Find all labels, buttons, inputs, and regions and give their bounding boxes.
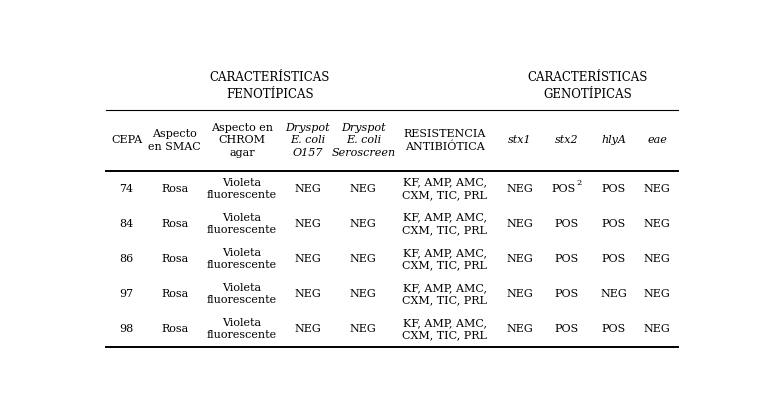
Text: NEG: NEG bbox=[295, 254, 321, 264]
Text: CARACTERÍSTICAS
FENOTÍPICAS: CARACTERÍSTICAS FENOTÍPICAS bbox=[210, 71, 330, 101]
Text: stx2: stx2 bbox=[555, 135, 578, 146]
Text: POS: POS bbox=[552, 184, 575, 194]
Text: POS: POS bbox=[601, 219, 626, 229]
Text: Violeta
fluorescente: Violeta fluorescente bbox=[207, 318, 277, 340]
Text: NEG: NEG bbox=[350, 184, 377, 194]
Text: KF, AMP, AMC,
CXM, TIC, PRL: KF, AMP, AMC, CXM, TIC, PRL bbox=[403, 318, 487, 340]
Text: Aspecto en
CHROM
agar: Aspecto en CHROM agar bbox=[211, 123, 273, 158]
Text: 86: 86 bbox=[119, 254, 134, 264]
Text: Dryspot
E. coli
Seroscreen: Dryspot E. coli Seroscreen bbox=[331, 123, 396, 158]
Text: NEG: NEG bbox=[295, 219, 321, 229]
Text: POS: POS bbox=[601, 324, 626, 334]
Text: 98: 98 bbox=[119, 324, 134, 334]
Text: NEG: NEG bbox=[295, 184, 321, 194]
Text: Rosa: Rosa bbox=[161, 254, 189, 264]
Text: NEG: NEG bbox=[506, 219, 533, 229]
Text: 84: 84 bbox=[119, 219, 134, 229]
Text: hlyA: hlyA bbox=[601, 135, 626, 146]
Text: NEG: NEG bbox=[644, 289, 670, 299]
Text: Rosa: Rosa bbox=[161, 184, 189, 194]
Text: NEG: NEG bbox=[506, 324, 533, 334]
Text: Dryspot
E. coli
O157: Dryspot E. coli O157 bbox=[285, 123, 330, 158]
Text: KF, AMP, AMC,
CXM, TIC, PRL: KF, AMP, AMC, CXM, TIC, PRL bbox=[403, 178, 487, 200]
Text: KF, AMP, AMC,
CXM, TIC, PRL: KF, AMP, AMC, CXM, TIC, PRL bbox=[403, 283, 487, 305]
Text: Violeta
fluorescente: Violeta fluorescente bbox=[207, 178, 277, 200]
Text: NEG: NEG bbox=[350, 254, 377, 264]
Text: eae: eae bbox=[647, 135, 667, 146]
Text: NEG: NEG bbox=[644, 184, 670, 194]
Text: 74: 74 bbox=[119, 184, 134, 194]
Text: 2: 2 bbox=[576, 179, 581, 187]
Text: NEG: NEG bbox=[350, 289, 377, 299]
Text: Rosa: Rosa bbox=[161, 324, 189, 334]
Text: KF, AMP, AMC,
CXM, TIC, PRL: KF, AMP, AMC, CXM, TIC, PRL bbox=[403, 213, 487, 235]
Text: Aspecto
en SMAC: Aspecto en SMAC bbox=[148, 129, 201, 152]
Text: CARACTERÍSTICAS
GENOTÍPICAS: CARACTERÍSTICAS GENOTÍPICAS bbox=[527, 71, 648, 101]
Text: NEG: NEG bbox=[506, 184, 533, 194]
Text: POS: POS bbox=[601, 254, 626, 264]
Text: 97: 97 bbox=[119, 289, 134, 299]
Text: Rosa: Rosa bbox=[161, 289, 189, 299]
Text: NEG: NEG bbox=[295, 289, 321, 299]
Text: Violeta
fluorescente: Violeta fluorescente bbox=[207, 248, 277, 270]
Text: NEG: NEG bbox=[350, 324, 377, 334]
Text: POS: POS bbox=[554, 254, 578, 264]
Text: NEG: NEG bbox=[506, 254, 533, 264]
Text: POS: POS bbox=[554, 289, 578, 299]
Text: Violeta
fluorescente: Violeta fluorescente bbox=[207, 213, 277, 235]
Text: Rosa: Rosa bbox=[161, 219, 189, 229]
Text: RESISTENCIA
ANTIBIÓTICA: RESISTENCIA ANTIBIÓTICA bbox=[403, 129, 486, 152]
Text: NEG: NEG bbox=[506, 289, 533, 299]
Text: NEG: NEG bbox=[644, 324, 670, 334]
Text: POS: POS bbox=[554, 219, 578, 229]
Text: NEG: NEG bbox=[644, 219, 670, 229]
Text: Violeta
fluorescente: Violeta fluorescente bbox=[207, 283, 277, 305]
Text: NEG: NEG bbox=[644, 254, 670, 264]
Text: NEG: NEG bbox=[600, 289, 627, 299]
Text: POS: POS bbox=[554, 324, 578, 334]
Text: NEG: NEG bbox=[350, 219, 377, 229]
Text: CEPA: CEPA bbox=[111, 135, 142, 146]
Text: stx1: stx1 bbox=[508, 135, 531, 146]
Text: POS: POS bbox=[601, 184, 626, 194]
Text: NEG: NEG bbox=[295, 324, 321, 334]
Text: KF, AMP, AMC,
CXM, TIC, PRL: KF, AMP, AMC, CXM, TIC, PRL bbox=[403, 248, 487, 270]
